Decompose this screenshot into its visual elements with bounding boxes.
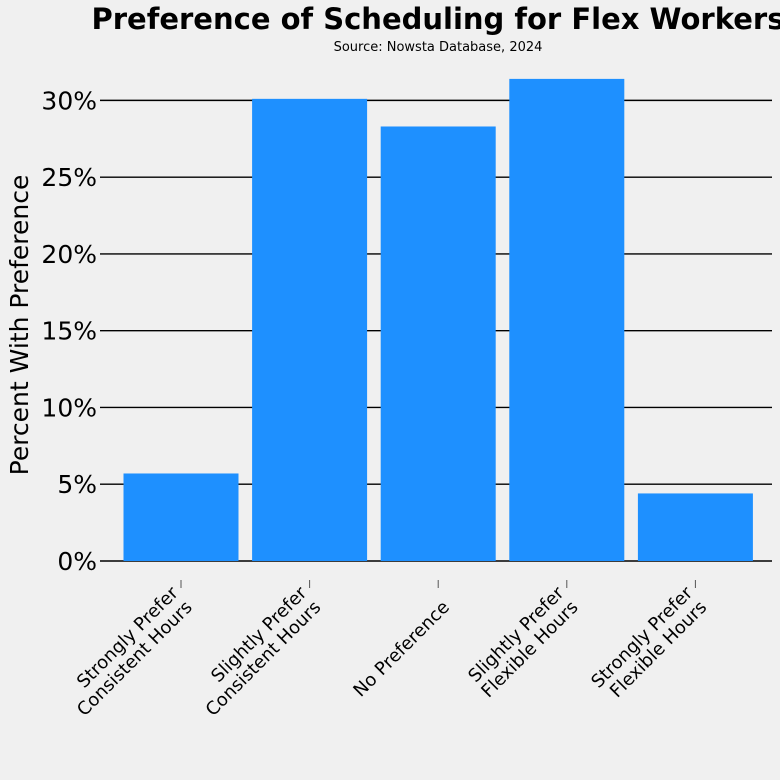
- bar: [252, 98, 368, 561]
- y-tick-label: 25%: [41, 163, 97, 192]
- bar: [509, 78, 625, 562]
- y-ticks: 0% 5% 10% 15% 20% 25% 30%: [41, 86, 97, 576]
- y-tick-label: 30%: [41, 86, 97, 115]
- chart-title: Preference of Scheduling for Flex Worker…: [92, 2, 780, 36]
- x-tick-label: Strongly PreferFlexible Hours: [587, 582, 711, 706]
- bars: [123, 78, 753, 562]
- x-ticks: Strongly PreferConsistent Hours Slightly …: [59, 580, 711, 720]
- x-tick-label: Strongly PreferConsistent Hours: [59, 582, 197, 720]
- bar: [123, 473, 239, 561]
- bar: [380, 126, 496, 562]
- y-axis-label: Percent With Preference: [5, 175, 34, 476]
- y-tick-label: 5%: [57, 470, 97, 499]
- x-tick-label: Slightly PreferConsistent Hours: [188, 582, 326, 720]
- x-tick-label: Slightly PreferFlexible Hours: [463, 582, 583, 702]
- x-tick-label: No Preference: [349, 597, 453, 701]
- chart-subtitle: Source: Nowsta Database, 2024: [334, 40, 543, 55]
- bar: [637, 493, 753, 561]
- y-tick-label: 15%: [41, 317, 97, 346]
- y-tick-label: 20%: [41, 240, 97, 269]
- y-tick-label: 10%: [41, 393, 97, 422]
- y-tick-label: 0%: [57, 547, 97, 576]
